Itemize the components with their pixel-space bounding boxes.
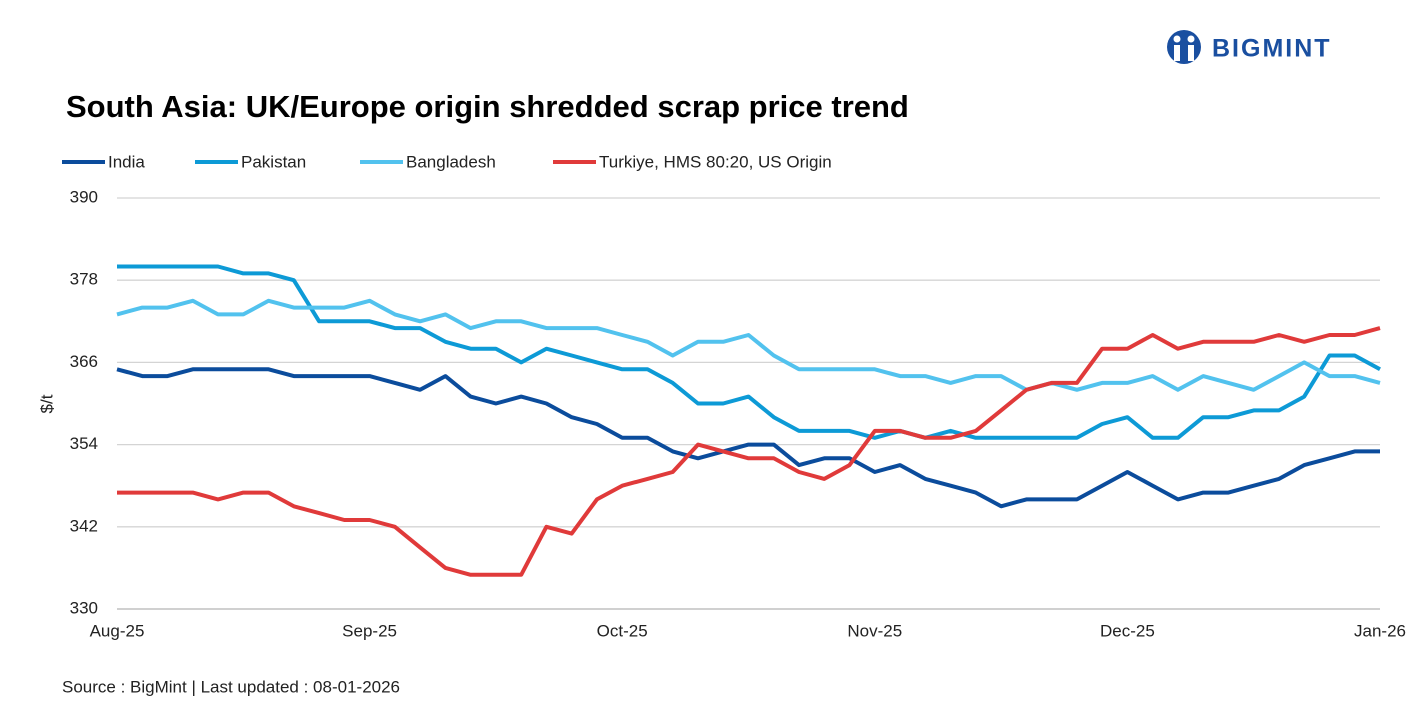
- series-line: [117, 326, 1381, 577]
- y-tick-label: 366: [70, 352, 98, 371]
- y-axis-label: $/t: [37, 394, 56, 413]
- x-tick-label: Sep-25: [342, 621, 397, 640]
- brand: BIGMINT: [1212, 35, 1332, 63]
- x-tick-label: Nov-25: [847, 621, 902, 640]
- legend-label: India: [108, 152, 145, 171]
- chart-title: South Asia: UK/Europe origin shredded sc…: [66, 89, 909, 124]
- y-tick-label: 330: [70, 598, 98, 617]
- legend-label: Turkiye, HMS 80:20, US Origin: [599, 152, 832, 171]
- y-tick-label: 390: [70, 187, 98, 206]
- x-tick-label: Jan-26: [1354, 621, 1406, 640]
- series-line: [116, 367, 1380, 509]
- logo-icon: [1167, 30, 1201, 64]
- y-tick-label: 378: [70, 270, 98, 289]
- source-note: Source : BigMint | Last updated : 08-01-…: [62, 677, 400, 696]
- series-line: [116, 298, 1381, 392]
- x-tick-label: Oct-25: [597, 621, 648, 640]
- x-tick-label: Dec-25: [1100, 621, 1155, 640]
- y-tick-label: 354: [70, 434, 98, 453]
- y-tick-label: 342: [70, 516, 98, 535]
- series-line: [117, 264, 1381, 440]
- legend-label: Pakistan: [241, 152, 306, 171]
- x-tick-label: Aug-25: [90, 621, 145, 640]
- legend-label: Bangladesh: [406, 152, 496, 171]
